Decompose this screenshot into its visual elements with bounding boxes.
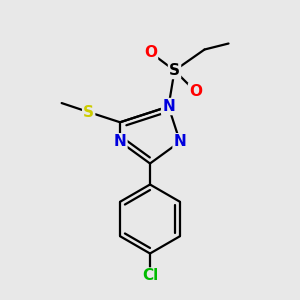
Text: Cl: Cl	[142, 268, 158, 284]
Text: O: O	[144, 45, 157, 60]
Text: N: N	[114, 134, 126, 149]
Text: S: S	[83, 105, 94, 120]
Text: O: O	[189, 84, 202, 99]
Text: S: S	[169, 63, 180, 78]
Text: N: N	[162, 99, 175, 114]
Text: N: N	[174, 134, 186, 149]
